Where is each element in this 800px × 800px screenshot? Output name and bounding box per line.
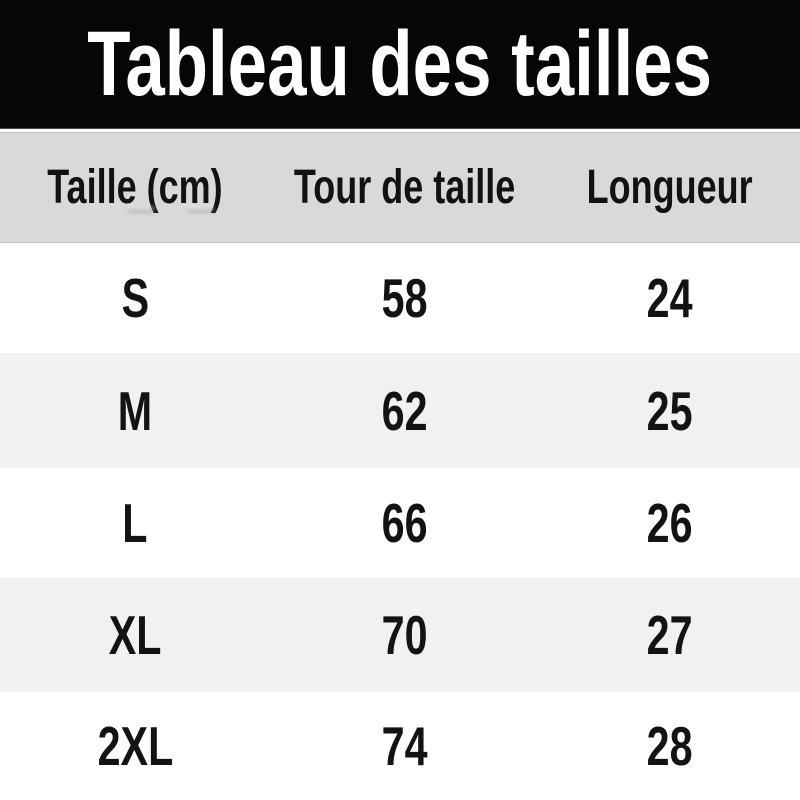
- page-title-text: Tableau des tailles: [87, 13, 713, 115]
- waist-cell: 74: [270, 692, 540, 800]
- column-header-waist: Tour de taille: [270, 133, 540, 242]
- size-value: S: [121, 267, 149, 329]
- waist-value: 74: [382, 715, 428, 777]
- length-value: 25: [647, 379, 693, 442]
- waist-value: 66: [382, 492, 428, 554]
- size-value: L: [122, 492, 148, 554]
- waist-cell: 58: [270, 243, 540, 353]
- waist-cell: 70: [270, 578, 540, 692]
- waist-value: 58: [382, 267, 428, 329]
- table-row-2xl: 2XL 74 28: [0, 692, 800, 800]
- length-value: 24: [647, 267, 693, 329]
- size-value: 2XL: [97, 715, 173, 777]
- waist-cell: 62: [270, 353, 540, 468]
- length-cell: 25: [540, 353, 800, 468]
- length-cell: 24: [540, 243, 800, 353]
- waist-cell: 66: [270, 468, 540, 578]
- table-row-xl: XL 70 27: [0, 578, 800, 692]
- column-header-length: Longueur: [540, 133, 800, 242]
- length-cell: 28: [540, 692, 800, 800]
- table-row-l: L 66 26: [0, 468, 800, 578]
- erased-text-artifact: [186, 206, 215, 213]
- length-value: 28: [647, 715, 693, 777]
- column-header-size-label: Taille (cm): [47, 161, 223, 214]
- column-header-waist-label: Tour de taille: [294, 161, 516, 214]
- size-cell: L: [0, 468, 270, 578]
- length-value: 26: [647, 492, 693, 554]
- size-cell: S: [0, 243, 270, 353]
- table-row-s: S 58 24: [0, 243, 800, 353]
- size-value: XL: [108, 604, 162, 666]
- banner-divider: [0, 129, 800, 132]
- table-body: S 58 24 M 62 25 L 66 26 XL 70 27 2XL 74 …: [0, 243, 800, 800]
- size-cell: XL: [0, 578, 270, 692]
- length-cell: 26: [540, 468, 800, 578]
- page-title: Tableau des tailles: [0, 18, 800, 110]
- table-row-m: M 62 25: [0, 353, 800, 468]
- column-header-length-label: Longueur: [587, 161, 753, 214]
- table-header-row: Taille (cm) Tour de taille Longueur: [0, 132, 800, 243]
- size-value: M: [117, 379, 153, 442]
- waist-value: 70: [382, 604, 428, 666]
- size-cell: M: [0, 353, 270, 468]
- length-cell: 27: [540, 578, 800, 692]
- size-cell: 2XL: [0, 692, 270, 800]
- column-header-size: Taille (cm): [0, 133, 270, 242]
- length-value: 27: [647, 604, 693, 666]
- erased-text-artifact: [127, 206, 156, 213]
- title-banner: Tableau des tailles: [0, 0, 800, 129]
- waist-value: 62: [382, 379, 428, 442]
